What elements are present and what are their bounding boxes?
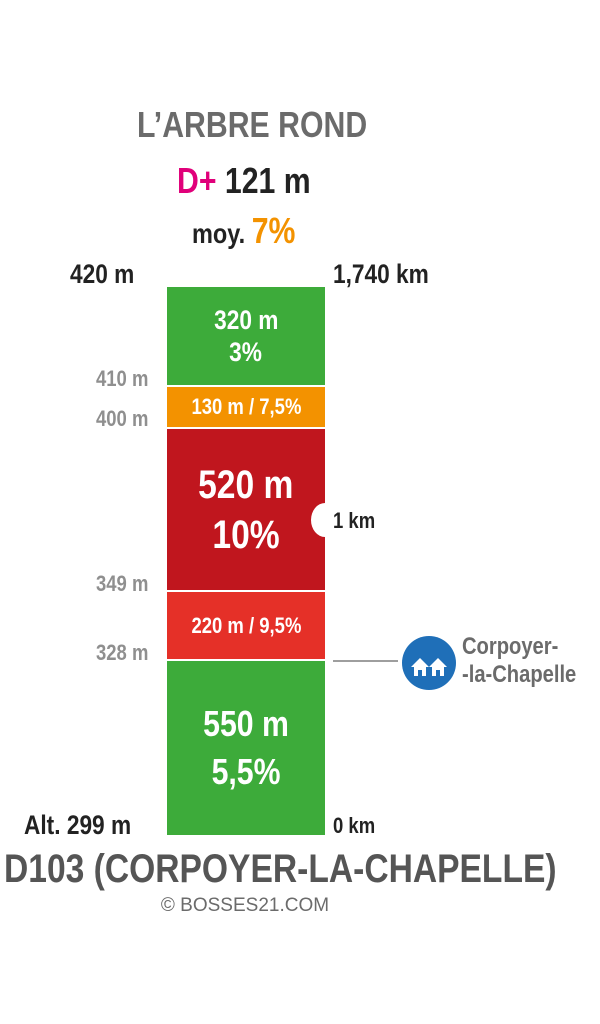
profile-segment: 320 m 3%	[167, 287, 325, 385]
segment-gradient: 3%	[229, 337, 263, 367]
segment-gradient: 10%	[212, 512, 280, 557]
altitude-marker: 349 m	[95, 571, 148, 596]
road-name: D103 (CORPOYER-LA-CHAPELLE)	[4, 847, 557, 891]
profile-segment: 130 m / 7,5%	[167, 387, 325, 427]
segment-gradient: 5,5%	[211, 751, 281, 792]
average-gradient: moy. 7%	[192, 210, 295, 252]
start-distance: 0 km	[333, 813, 376, 838]
dplus-label: D+	[177, 160, 217, 201]
km-marker-notch	[311, 503, 339, 537]
segment-length: 320 m	[213, 305, 279, 335]
top-distance: 1,740 km	[333, 259, 429, 289]
village-leader-line	[333, 660, 398, 662]
average-label: moy.	[192, 218, 246, 249]
km-marker: 1 km	[333, 508, 376, 533]
profile-segment: 220 m / 9,5%	[167, 592, 325, 659]
copyright: © BOSSES21.COM	[160, 895, 330, 916]
climb-title: L’ARBRE ROND	[137, 104, 368, 145]
segment-label: 220 m / 9,5%	[191, 612, 301, 638]
top-altitude: 420 m	[70, 259, 135, 289]
altitude-marker: 400 m	[95, 406, 148, 431]
village-name-line: -la-Chapelle	[462, 661, 577, 688]
altitude-marker: 410 m	[95, 366, 148, 391]
elevation-gain: D+ 121 m	[177, 160, 311, 202]
profile-segment: 520 m 10%	[167, 429, 325, 590]
altitude-marker: 328 m	[95, 640, 148, 665]
start-altitude: Alt. 299 m	[24, 810, 132, 840]
average-value: 7%	[251, 210, 296, 251]
houses-icon	[402, 636, 456, 690]
village-name: Corpoyer- -la-Chapelle	[462, 633, 576, 689]
segment-label: 130 m / 7,5%	[191, 394, 301, 419]
profile-segment: 550 m 5,5%	[167, 661, 325, 835]
segment-length: 520 m	[198, 462, 294, 507]
village-name-line: Corpoyer-	[462, 633, 559, 660]
dplus-value: 121 m	[224, 160, 311, 201]
segment-length: 550 m	[203, 703, 289, 744]
